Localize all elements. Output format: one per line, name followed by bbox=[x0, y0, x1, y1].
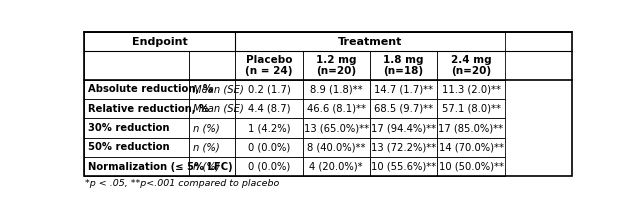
Bar bbox=[84, 157, 189, 176]
Bar bbox=[437, 118, 505, 138]
Bar bbox=[84, 32, 572, 176]
Text: 0 (0.0%): 0 (0.0%) bbox=[248, 142, 290, 153]
Text: n (%): n (%) bbox=[193, 142, 220, 153]
Text: Treatment: Treatment bbox=[338, 37, 402, 47]
Bar bbox=[303, 80, 370, 99]
Bar bbox=[370, 51, 437, 80]
Text: 4.4 (8.7): 4.4 (8.7) bbox=[248, 104, 290, 114]
Text: 57.1 (8.0)**: 57.1 (8.0)** bbox=[442, 104, 500, 114]
Text: Placebo
(n = 24): Placebo (n = 24) bbox=[245, 55, 292, 76]
Bar bbox=[303, 99, 370, 118]
Bar bbox=[437, 157, 505, 176]
Bar bbox=[189, 157, 236, 176]
Text: 8.9 (1.8)**: 8.9 (1.8)** bbox=[310, 84, 363, 94]
Bar bbox=[236, 118, 303, 138]
Text: Normalization (≤ 5% LFC): Normalization (≤ 5% LFC) bbox=[88, 162, 232, 172]
Text: 17 (85.0%)**: 17 (85.0%)** bbox=[438, 123, 504, 133]
Text: 0.2 (1.7): 0.2 (1.7) bbox=[248, 84, 291, 94]
Bar bbox=[370, 118, 437, 138]
Bar bbox=[370, 80, 437, 99]
Bar bbox=[236, 157, 303, 176]
Bar bbox=[370, 138, 437, 157]
Bar bbox=[236, 99, 303, 118]
Text: Mean (SE): Mean (SE) bbox=[193, 84, 244, 94]
Bar bbox=[84, 51, 189, 80]
Bar bbox=[236, 32, 505, 51]
Bar bbox=[236, 51, 303, 80]
Bar bbox=[437, 51, 505, 80]
Text: 11.3 (2.0)**: 11.3 (2.0)** bbox=[442, 84, 500, 94]
Bar bbox=[189, 138, 236, 157]
Text: 2.4 mg
(n=20): 2.4 mg (n=20) bbox=[451, 55, 492, 76]
Bar bbox=[189, 51, 236, 80]
Text: 30% reduction: 30% reduction bbox=[88, 123, 170, 133]
Text: 14 (70.0%)**: 14 (70.0%)** bbox=[438, 142, 504, 153]
Text: 46.6 (8.1)**: 46.6 (8.1)** bbox=[307, 104, 366, 114]
Text: 14.7 (1.7)**: 14.7 (1.7)** bbox=[374, 84, 433, 94]
Text: 8 (40.0%)**: 8 (40.0%)** bbox=[307, 142, 365, 153]
Bar bbox=[84, 138, 189, 157]
Text: 13 (72.2%)**: 13 (72.2%)** bbox=[371, 142, 436, 153]
Bar bbox=[437, 99, 505, 118]
Text: Endpoint: Endpoint bbox=[132, 37, 188, 47]
Bar bbox=[303, 138, 370, 157]
Text: 50% reduction: 50% reduction bbox=[88, 142, 170, 153]
Text: Relative reduction, %: Relative reduction, % bbox=[88, 104, 209, 114]
Text: 68.5 (9.7)**: 68.5 (9.7)** bbox=[374, 104, 433, 114]
Bar bbox=[189, 80, 236, 99]
Text: 0 (0.0%): 0 (0.0%) bbox=[248, 162, 290, 172]
Bar bbox=[303, 157, 370, 176]
Text: n (%): n (%) bbox=[193, 162, 220, 172]
Text: Mean (SE): Mean (SE) bbox=[193, 104, 244, 114]
Text: 1 (4.2%): 1 (4.2%) bbox=[248, 123, 290, 133]
Text: 1.2 mg
(n=20): 1.2 mg (n=20) bbox=[316, 55, 356, 76]
Bar bbox=[370, 157, 437, 176]
Bar bbox=[303, 118, 370, 138]
Bar bbox=[84, 32, 236, 51]
Bar bbox=[236, 80, 303, 99]
Text: 4 (20.0%)*: 4 (20.0%)* bbox=[310, 162, 363, 172]
Text: 10 (50.0%)**: 10 (50.0%)** bbox=[438, 162, 504, 172]
Bar bbox=[189, 99, 236, 118]
Bar bbox=[303, 51, 370, 80]
Text: 13 (65.0%)**: 13 (65.0%)** bbox=[304, 123, 369, 133]
Bar bbox=[236, 138, 303, 157]
Bar bbox=[84, 99, 189, 118]
Text: n (%): n (%) bbox=[193, 123, 220, 133]
Text: 1.8 mg
(n=18): 1.8 mg (n=18) bbox=[383, 55, 424, 76]
Bar bbox=[437, 80, 505, 99]
Text: 10 (55.6%)**: 10 (55.6%)** bbox=[371, 162, 436, 172]
Bar bbox=[84, 118, 189, 138]
Bar bbox=[437, 138, 505, 157]
Bar bbox=[370, 99, 437, 118]
Text: Absolute reduction, %: Absolute reduction, % bbox=[88, 84, 212, 94]
Text: 17 (94.4%)**: 17 (94.4%)** bbox=[371, 123, 436, 133]
Bar bbox=[189, 118, 236, 138]
Bar bbox=[84, 80, 189, 99]
Text: *p < .05, **p<.001 compared to placebo: *p < .05, **p<.001 compared to placebo bbox=[86, 179, 280, 188]
